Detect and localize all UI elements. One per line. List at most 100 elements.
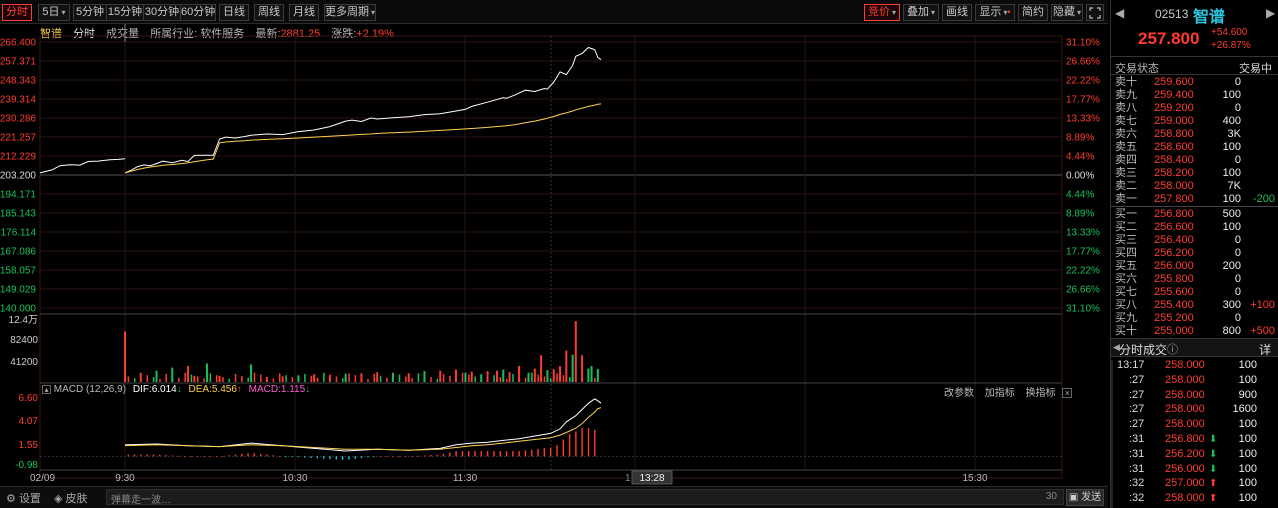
macd-bar — [505, 451, 508, 457]
intraday-chart[interactable]: 266.400 31.10% 257.371 26.66% 248.343 22.22% 2… — [0, 24, 1108, 486]
collapse-icon[interactable]: ▴ — [42, 385, 51, 394]
volume-bar — [250, 364, 253, 382]
close-icon[interactable]: × — [1062, 388, 1073, 398]
send-button[interactable]: ▣ 发送 — [1066, 489, 1104, 506]
skin-icon: ◈ — [54, 493, 63, 505]
overlay-button[interactable]: 叠加 ▾ — [903, 4, 939, 21]
auction-button[interactable]: 竞价 ▾ — [864, 4, 900, 21]
tab-15min[interactable]: 15分钟 — [107, 4, 144, 21]
info-icon[interactable]: ⓘ — [1167, 344, 1178, 356]
skin-button[interactable]: ◈ 皮肤 — [54, 493, 88, 505]
order-book-row[interactable]: 买二 256.600 100 — [1111, 221, 1278, 234]
order-book-row[interactable]: 买一 256.800 500 — [1111, 208, 1278, 221]
change-value: +2.19% — [356, 28, 394, 40]
order-book-row[interactable]: 卖十 259.600 0 — [1111, 76, 1278, 89]
level-price: 259.000 — [1154, 115, 1194, 127]
volume-bar — [260, 374, 262, 382]
chevron-down-icon: ▾ — [1003, 8, 1008, 17]
scrollbar[interactable] — [1111, 360, 1113, 508]
macd-actions: 改参数 加指标 换指标 × — [944, 384, 1073, 399]
tab-intraday[interactable]: 分时 — [2, 4, 32, 21]
trades-detail-button[interactable]: 详 — [1259, 343, 1272, 357]
stock-code: 02513 — [1155, 7, 1189, 21]
level-volume: 0 — [1234, 102, 1241, 114]
order-book-row[interactable]: 卖七 259.000 400 — [1111, 115, 1278, 128]
volume-bar — [193, 375, 196, 382]
macd-bar — [184, 456, 186, 457]
next-stock-icon[interactable]: ▶ — [1266, 6, 1276, 20]
macd-bar — [423, 455, 426, 457]
edit-params-link[interactable]: 改参数 — [944, 388, 974, 399]
pct-tick-label: 0.00% — [1066, 171, 1094, 182]
order-book-row[interactable]: 买七 255.600 0 — [1111, 286, 1278, 299]
volume-bar — [596, 369, 599, 382]
pct-tick-label: 22.22% — [1066, 76, 1100, 87]
order-book-row[interactable]: 卖五 258.600 100 — [1111, 141, 1278, 154]
tab-weekly[interactable]: 周线 — [254, 4, 284, 21]
volume-bar — [247, 377, 249, 382]
draw-line-button[interactable]: 画线 — [942, 4, 972, 21]
trade-time: 13:17 — [1117, 359, 1145, 371]
level-price: 256.800 — [1154, 208, 1194, 220]
order-book-row[interactable]: 卖一 257.800 100 -200 — [1111, 193, 1278, 206]
hide-button[interactable]: 隐藏 ▾ — [1051, 4, 1083, 21]
level-label: 买八 — [1115, 299, 1137, 311]
add-indicator-link[interactable]: 加指标 — [984, 388, 1015, 399]
order-book-row[interactable]: 买八 255.400 300 +100 — [1111, 299, 1278, 312]
level-label: 买二 — [1115, 221, 1137, 233]
volume-bar — [197, 376, 199, 382]
macd-tick-label: 6.60 — [19, 393, 39, 404]
arrow-up-icon: ⬆ — [1209, 493, 1218, 505]
order-book-row[interactable]: 买五 256.000 200 — [1111, 260, 1278, 273]
level-label: 卖八 — [1115, 102, 1137, 114]
level-volume: 0 — [1234, 234, 1241, 246]
settings-button[interactable]: ⚙ 设置 — [6, 493, 41, 505]
level-label: 卖九 — [1115, 89, 1137, 101]
volume-bar — [171, 367, 174, 382]
macd-bar — [316, 456, 319, 459]
fullscreen-button[interactable] — [1086, 4, 1104, 21]
gear-icon: ⚙ — [6, 493, 16, 505]
tab-30min[interactable]: 30分钟 — [144, 4, 181, 21]
order-book-row[interactable]: 买四 256.200 0 — [1111, 247, 1278, 260]
tab-monthly[interactable]: 月线 — [289, 4, 319, 21]
tab-daily[interactable]: 日线 — [219, 4, 249, 21]
order-book-row[interactable]: 卖二 258.000 7K — [1111, 180, 1278, 193]
volume-bar — [562, 375, 565, 382]
expand-icon[interactable]: ◀ — [1113, 342, 1120, 352]
volume-bar — [565, 350, 568, 382]
volume-bar — [209, 373, 212, 382]
change-indicator-link[interactable]: 换指标 — [1025, 388, 1056, 399]
order-book-row[interactable]: 买九 255.200 0 — [1111, 312, 1278, 325]
volume-bar — [524, 377, 527, 382]
order-book-row[interactable]: 卖四 258.400 0 — [1111, 154, 1278, 167]
tab-60min[interactable]: 60分钟 — [181, 4, 216, 21]
tab-more-periods[interactable]: 更多周期 ▾ — [324, 4, 376, 21]
volume-bar — [581, 355, 584, 382]
order-book-row[interactable]: 买十 255.000 800 +500 — [1111, 325, 1278, 338]
macd-bar — [531, 449, 533, 457]
order-book-row[interactable]: 卖九 259.400 100 — [1111, 89, 1278, 102]
macd-bar — [354, 456, 356, 459]
order-book-row[interactable]: 卖三 258.200 100 — [1111, 167, 1278, 180]
simple-mode-button[interactable]: 简约 — [1018, 4, 1048, 21]
macd-bar — [430, 455, 432, 457]
level-volume: 0 — [1234, 312, 1241, 324]
volume-bar — [222, 377, 224, 382]
arrow-down-icon: ⬇ — [1209, 448, 1218, 460]
order-book-row[interactable]: 卖六 258.800 3K — [1111, 128, 1278, 141]
danmaku-input[interactable]: 弹幕走一波… 30 — [106, 489, 1064, 506]
tab-5day[interactable]: 5日 ▾ — [38, 4, 70, 21]
macd-bar — [190, 456, 192, 458]
pct-tick-label: 4.44% — [1066, 152, 1094, 163]
trade-time: :27 — [1129, 388, 1145, 401]
order-book-row[interactable]: 买六 255.800 0 — [1111, 273, 1278, 286]
price-tick-label: 140.000 — [0, 304, 36, 315]
order-book-row[interactable]: 买三 256.400 0 — [1111, 234, 1278, 247]
prev-stock-icon[interactable]: ◀ — [1115, 6, 1125, 20]
volume-bar — [449, 375, 451, 382]
period-toolbar: 分时 5日 ▾ 5分钟 15分钟 30分钟 60分钟 日线 周线 月线 更多周期 ▾… — [0, 0, 1108, 24]
order-book-row[interactable]: 卖八 259.200 0 — [1111, 102, 1278, 115]
display-button[interactable]: 显示 ▾• — [975, 4, 1015, 21]
tab-5min[interactable]: 5分钟 — [73, 4, 107, 21]
